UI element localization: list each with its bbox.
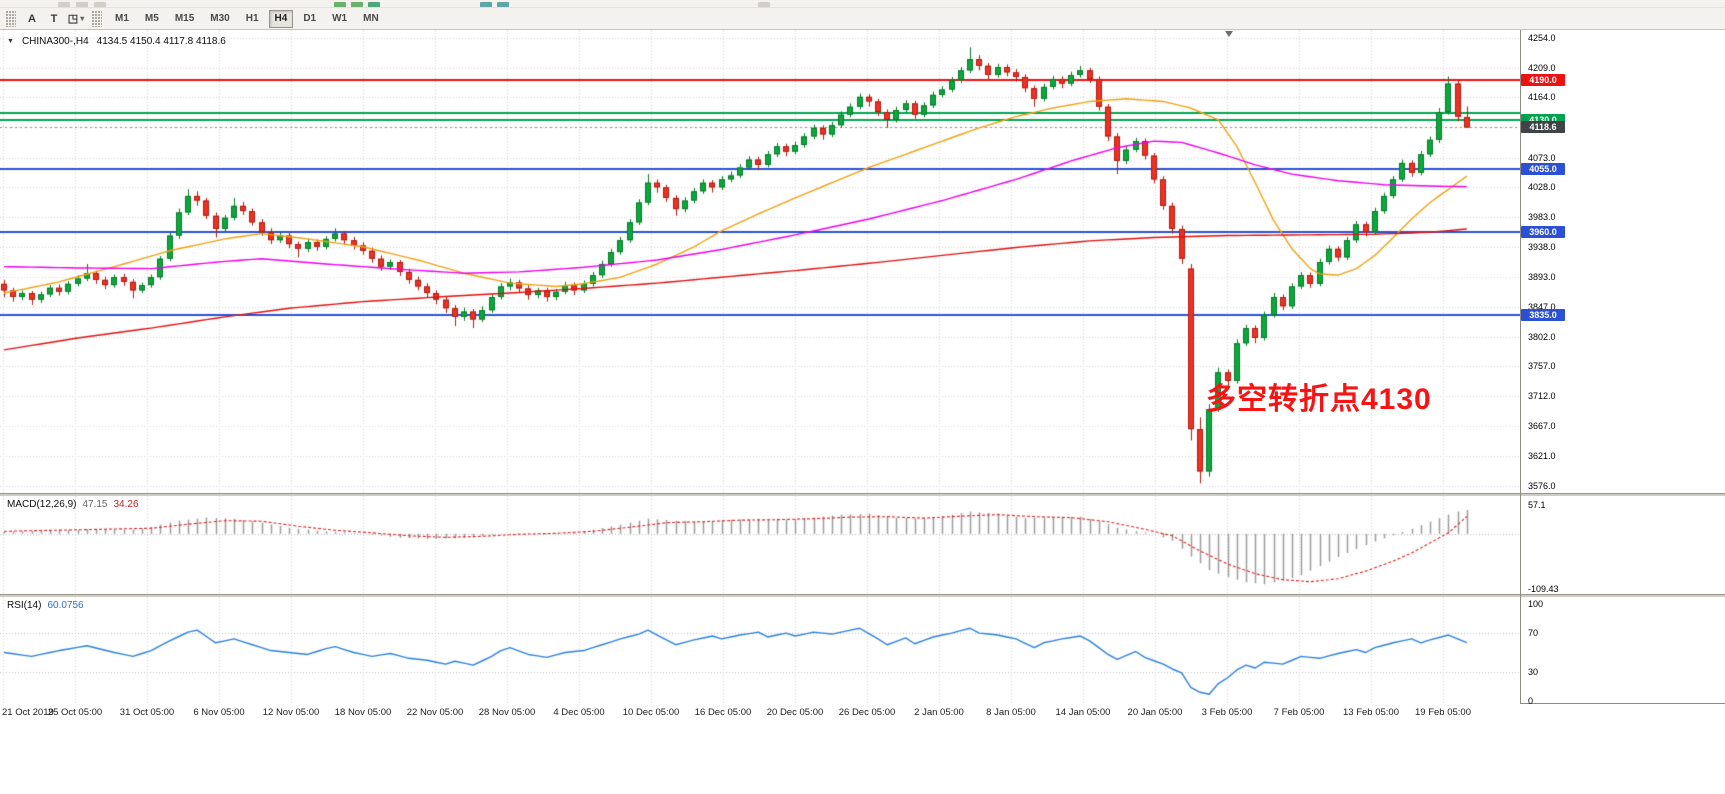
timeframe-button-mn[interactable]: MN — [357, 10, 385, 28]
clipped-toolbar-icon — [351, 2, 363, 7]
timeframe-button-d1[interactable]: D1 — [297, 10, 322, 28]
clipped-toolbar-icon — [58, 2, 70, 7]
main-chart-canvas[interactable] — [0, 30, 1520, 494]
timeframe-button-h1[interactable]: H1 — [240, 10, 265, 28]
chart-text-annotation: 多空转折点4130 — [1206, 383, 1432, 416]
clipped-toolbar-icon — [368, 2, 380, 7]
price-scale-border — [1520, 30, 1521, 703]
price-axis-tick: 3847.0 — [1528, 301, 1556, 312]
periods-toolbar-drag-handle[interactable] — [92, 10, 102, 27]
price-marker-4190.0: 4190.0 — [1521, 74, 1565, 87]
clipped-toolbar-icon — [758, 2, 770, 7]
symbol-period-label: CHINA300-,H4 — [21, 36, 89, 47]
time-axis-label: 20 Jan 05:00 — [1127, 707, 1183, 718]
rsi-value: 60.0756 — [47, 600, 84, 611]
toolbar-drag-handle[interactable] — [6, 10, 16, 27]
chart-title: ▼ CHINA300-,H4 4134.5 4150.4 4117.8 4118… — [7, 36, 226, 47]
price-axis-tick: 4254.0 — [1528, 33, 1556, 43]
price-marker-4055.0: 4055.0 — [1521, 163, 1565, 176]
clipped-toolbar-icon — [94, 2, 106, 7]
chart-menu-icon[interactable]: ▼ — [7, 38, 14, 45]
timeframe-button-m5[interactable]: M5 — [139, 10, 165, 28]
rsi-axis-tick: 30 — [1528, 666, 1539, 677]
price-axis-tick: 4209.0 — [1528, 62, 1556, 73]
time-axis-label: 8 Jan 05:00 — [986, 707, 1036, 718]
time-axis-label: 21 Oct 2019 — [2, 707, 54, 718]
time-axis-label: 16 Dec 05:00 — [694, 707, 752, 718]
time-axis-label: 4 Dec 05:00 — [553, 707, 605, 718]
time-axis-label: 7 Feb 05:00 — [1273, 707, 1325, 718]
price-axis-tick: 4028.0 — [1528, 182, 1556, 193]
macd-axis-tick: -109.43 — [1528, 584, 1559, 594]
time-axis[interactable]: 21 Oct 2019 25 Oct 05:00 31 Oct 05:00 6 Nov… — [0, 703, 1520, 723]
timeframe-button-m1[interactable]: M1 — [109, 10, 135, 28]
macd-signal-value: 34.26 — [113, 499, 139, 510]
tool-shapes-tool[interactable]: ◳ ▾ — [66, 10, 86, 28]
time-axis-label: 28 Nov 05:00 — [478, 707, 536, 718]
chevron-down-icon: ▾ — [80, 14, 85, 23]
price-axis-tick: 3938.0 — [1528, 241, 1556, 252]
chart-shift-marker[interactable] — [1225, 31, 1233, 37]
rsi-axis-tick: 100 — [1528, 599, 1544, 609]
timeframe-button-w1[interactable]: W1 — [326, 10, 353, 28]
price-axis-tick: 3621.0 — [1528, 451, 1556, 462]
macd-name: MACD(12,26,9) — [7, 499, 77, 510]
rsi-name: RSI(14) — [7, 600, 42, 611]
rsi-panel-canvas[interactable] — [0, 597, 1520, 703]
macd-main-value: 47.15 — [82, 499, 108, 510]
timeframe-button-m15[interactable]: M15 — [169, 10, 200, 28]
rsi-indicator-label: RSI(14) 60.0756 — [7, 600, 84, 611]
time-axis-label: 12 Nov 05:00 — [262, 707, 320, 718]
clipped-toolbar-icon — [480, 2, 492, 7]
time-axis-label: 6 Nov 05:00 — [193, 707, 245, 718]
price-marker-3835.0: 3835.0 — [1521, 308, 1565, 321]
tools-and-periods-toolbar: A T ◳ ▾ M1 M5 M15 M30 H1 H4 D1 W1 MN — [0, 8, 1725, 30]
clipped-toolbar-row — [0, 0, 1725, 8]
clipped-toolbar-icon — [334, 2, 346, 7]
tool-annotate-text-tool[interactable]: A — [22, 10, 42, 28]
price-axis-tick: 3802.0 — [1528, 331, 1556, 342]
time-axis-label: 10 Dec 05:00 — [622, 707, 680, 718]
price-axis-tick: 3983.0 — [1528, 212, 1556, 223]
time-axis-label: 19 Feb 05:00 — [1415, 707, 1471, 718]
time-axis-label: 20 Dec 05:00 — [766, 707, 824, 718]
time-axis-label: 31 Oct 05:00 — [119, 707, 175, 718]
clipped-toolbar-icon — [497, 2, 509, 7]
macd-indicator-label: MACD(12,26,9) 47.15 34.26 — [7, 499, 139, 510]
ohlc-values: 4134.5 4150.4 4117.8 4118.6 — [96, 36, 226, 47]
time-axis-label: 26 Dec 05:00 — [838, 707, 896, 718]
macd-axis-tick: 57.1 — [1528, 500, 1546, 510]
price-axis-tick: 4164.0 — [1528, 92, 1556, 103]
time-axis-label: 13 Feb 05:00 — [1343, 707, 1399, 718]
rsi-axis-tick: 0 — [1528, 696, 1534, 706]
price-axis-tick: 3893.0 — [1528, 271, 1556, 282]
time-axis-label: 18 Nov 05:00 — [334, 707, 392, 718]
price-axis-tick: 3757.0 — [1528, 361, 1556, 372]
price-marker-3960.0: 3960.0 — [1521, 226, 1565, 239]
price-axis-tick: 4073.0 — [1528, 152, 1556, 163]
timeframe-button-h4[interactable]: H4 — [268, 9, 294, 28]
price-marker-4118.6: 4118.6 — [1521, 121, 1565, 134]
panel-splitter[interactable] — [0, 493, 1725, 496]
time-axis-label: 3 Feb 05:00 — [1201, 707, 1253, 718]
price-axis-tick: 3712.0 — [1528, 391, 1556, 402]
time-axis-label: 14 Jan 05:00 — [1055, 707, 1111, 718]
price-scale[interactable]: 4254.04209.04164.04119.04073.04028.03983… — [1520, 0, 1725, 794]
timeframe-button-m30[interactable]: M30 — [204, 10, 235, 28]
time-axis-label: 22 Nov 05:00 — [406, 707, 464, 718]
macd-panel-canvas[interactable] — [0, 496, 1520, 595]
clipped-toolbar-icon — [76, 2, 88, 7]
price-axis-tick: 3667.0 — [1528, 420, 1556, 431]
tool-text-label-tool[interactable]: T — [44, 10, 64, 28]
rsi-axis-tick: 70 — [1528, 628, 1539, 639]
time-axis-label: 2 Jan 05:00 — [914, 707, 964, 718]
time-axis-label: 25 Oct 05:00 — [47, 707, 103, 718]
panel-splitter[interactable] — [0, 594, 1725, 597]
price-axis-tick: 3576.0 — [1528, 481, 1556, 491]
